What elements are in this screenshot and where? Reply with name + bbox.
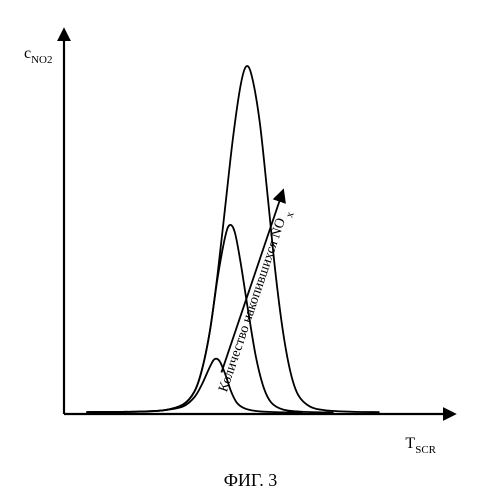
figure-caption-text: ФИГ. 3 xyxy=(224,470,278,490)
chart-bg xyxy=(0,0,501,500)
chart-svg: Количество накопившихся NO xcNO2TSCRФИГ.… xyxy=(0,0,501,500)
